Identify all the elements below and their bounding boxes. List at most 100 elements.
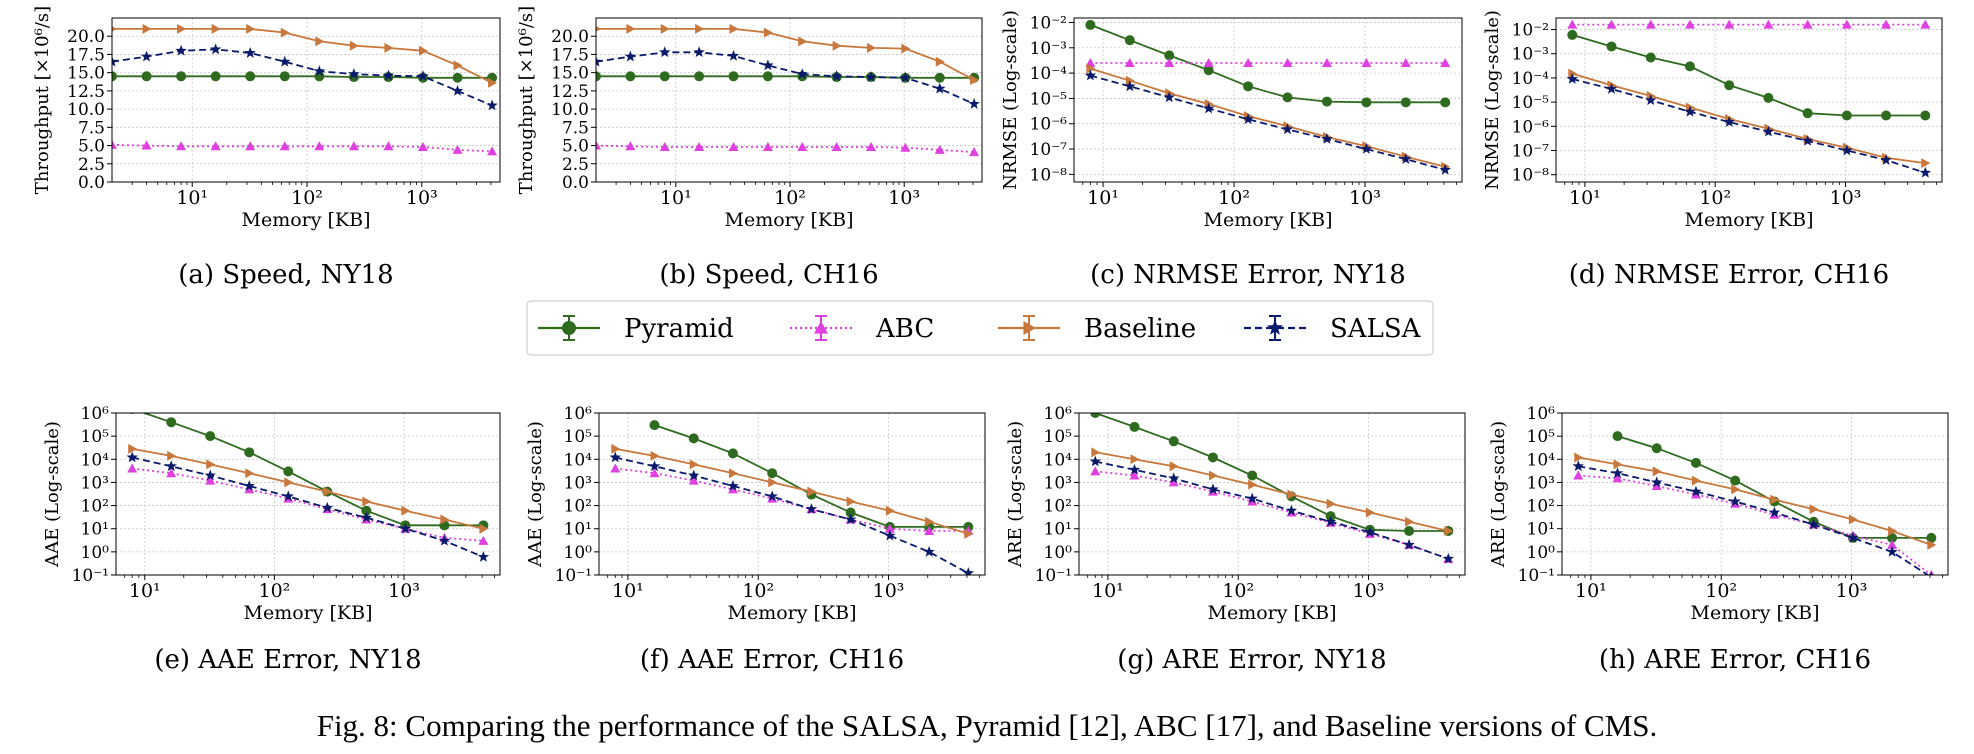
x-axis-label: Memory [KB] <box>728 602 857 624</box>
x-tick-label: 10² <box>258 580 290 602</box>
data-point-baseline <box>206 459 216 470</box>
series-line-baseline <box>596 27 975 81</box>
data-point-baseline <box>1208 470 1218 481</box>
data-point-pyramid <box>1168 436 1179 447</box>
data-point-pyramid <box>279 71 290 82</box>
y-tick-label: 10⁵ <box>1527 427 1556 447</box>
legend-label: ABC <box>875 314 934 344</box>
y-tick-label: 10⁰ <box>1044 543 1073 563</box>
y-tick-label: 10² <box>81 497 109 517</box>
data-point-abc <box>383 141 394 151</box>
data-point-pyramid <box>1567 29 1578 40</box>
y-tick-label: 10⁶ <box>1527 404 1556 424</box>
data-point-salsa <box>624 50 637 62</box>
data-point-baseline <box>1770 494 1780 505</box>
y-tick-label: 10⁴ <box>564 450 593 470</box>
chart-panel-a: 10¹ 10² 10³ 0.02.55.07.510.012.515.017.520.… <box>32 6 501 290</box>
data-point-baseline <box>1652 466 1662 477</box>
y-tick-label: 10⁻⁷ <box>1030 140 1068 160</box>
series-group <box>1572 431 1937 575</box>
data-point-baseline <box>650 450 660 461</box>
data-point-salsa <box>1723 116 1735 127</box>
data-point-baseline <box>1848 514 1858 525</box>
data-point-baseline <box>660 23 670 34</box>
data-point-salsa <box>1929 571 1933 575</box>
legend-marker <box>1267 319 1283 335</box>
data-point-abc <box>314 141 325 151</box>
data-point-baseline <box>323 486 333 497</box>
data-point-baseline <box>1568 68 1578 79</box>
data-point-pyramid <box>1282 92 1293 103</box>
data-point-salsa <box>1281 123 1294 135</box>
subcaption: (b) Speed, CH16 <box>659 260 878 290</box>
y-tick-label: 10⁰ <box>81 543 110 563</box>
data-point-pyramid <box>166 417 177 428</box>
data-point-salsa <box>360 511 373 523</box>
data-point-salsa <box>1768 506 1781 518</box>
data-point-abc <box>478 535 489 545</box>
plot-frame <box>1561 412 1949 576</box>
y-tick-label: 10² <box>1044 497 1072 517</box>
y-tick-label: 20.0 <box>67 27 105 47</box>
data-point-salsa <box>321 501 334 513</box>
y-tick-label: 10¹ <box>564 520 592 540</box>
data-point-baseline <box>867 42 877 53</box>
series-line-salsa <box>615 456 969 574</box>
data-point-salsa <box>1163 91 1175 103</box>
y-tick-label: 10⁵ <box>564 427 593 447</box>
data-point-pyramid <box>1321 96 1332 107</box>
data-point-pyramid <box>1440 97 1451 108</box>
data-point-salsa <box>175 44 187 56</box>
data-point-salsa <box>1128 463 1141 475</box>
data-point-salsa <box>727 480 739 491</box>
data-point-baseline <box>1091 447 1101 458</box>
x-tick-label: 10¹ <box>1087 187 1119 209</box>
data-point-pyramid <box>934 72 945 83</box>
legend-item-pyramid: Pyramid <box>538 314 734 344</box>
data-point-baseline <box>362 496 372 507</box>
data-point-salsa <box>399 522 412 534</box>
data-point-baseline <box>1130 454 1140 465</box>
data-point-baseline <box>1921 158 1931 169</box>
x-tick-label: 10² <box>291 187 323 209</box>
data-point-pyramid <box>244 447 255 458</box>
data-point-baseline <box>384 42 394 53</box>
data-point-salsa <box>1324 515 1337 527</box>
legend-item-salsa: SALSA <box>1244 314 1422 344</box>
data-point-pyramid <box>1090 413 1101 418</box>
data-point-salsa <box>727 49 740 61</box>
data-point-salsa <box>1847 531 1859 543</box>
data-point-baseline <box>964 528 974 539</box>
y-tick-label: 10⁴ <box>1527 450 1556 470</box>
data-point-abc <box>176 141 187 151</box>
data-point-salsa <box>805 503 818 515</box>
data-point-salsa <box>348 68 360 79</box>
y-axis-label: NRMSE (Log-scale) <box>1482 10 1503 190</box>
data-point-baseline <box>596 26 601 32</box>
legend-marker <box>1023 321 1036 335</box>
data-point-pyramid <box>1612 431 1623 442</box>
y-tick-label: 10⁻⁷ <box>1512 142 1550 162</box>
x-tick-label: 10¹ <box>1575 580 1607 602</box>
data-point-salsa <box>1168 472 1180 484</box>
data-point-baseline <box>246 23 256 34</box>
plot-frame <box>595 17 983 183</box>
legend-marker <box>562 321 576 335</box>
data-point-baseline <box>935 56 945 67</box>
y-axis-label: Throughput [×10⁶/s] <box>32 6 53 194</box>
y-tick-label: 10⁻¹ <box>1518 566 1555 586</box>
series-line-baseline <box>112 27 493 84</box>
data-point-salsa <box>1124 80 1136 92</box>
chart-panel-c: 10¹ 10² 10³ 10⁻⁸ 10⁻⁷ 10⁻⁶ 10⁻⁵ 10⁻⁴ 10⁻³ 10⁻² Mem… <box>1000 10 1463 290</box>
data-point-abc <box>727 484 738 494</box>
y-tick-label: 2.5 <box>78 155 105 175</box>
data-point-salsa <box>865 71 877 82</box>
series-group <box>1084 19 1451 175</box>
x-tick-label: 10² <box>1705 580 1737 602</box>
data-point-abc <box>688 475 699 485</box>
legend-item-abc: ABC <box>790 314 934 344</box>
data-point-salsa <box>934 82 946 94</box>
data-point-salsa <box>1321 132 1333 144</box>
chart-panel-b: 10¹ 10² 10³ 0.02.55.07.510.012.515.017.520.… <box>516 6 983 290</box>
